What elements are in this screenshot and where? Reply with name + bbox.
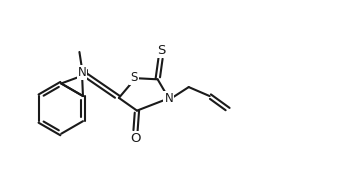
Text: S: S bbox=[130, 71, 138, 84]
Text: N: N bbox=[78, 66, 86, 79]
Text: S: S bbox=[157, 44, 165, 57]
Text: O: O bbox=[130, 132, 141, 145]
Text: N: N bbox=[165, 92, 173, 105]
